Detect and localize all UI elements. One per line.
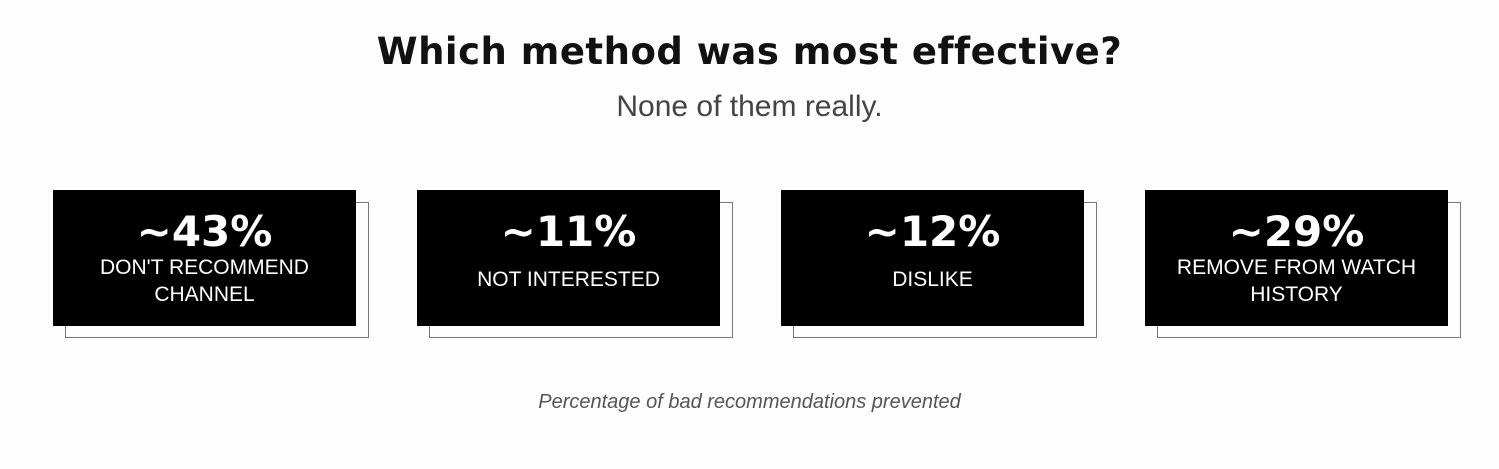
card-body: ~11% NOT INTERESTED: [417, 190, 720, 326]
slide-subtitle: None of them really.: [616, 90, 883, 123]
stat-label-line1: DISLIKE: [892, 268, 973, 291]
stat-card-remove-history: ~29% REMOVE FROM WATCH HISTORY: [1145, 190, 1461, 338]
stat-label-line1: DON'T RECOMMEND: [100, 256, 309, 279]
chart-caption: Percentage of bad recommendations preven…: [538, 391, 961, 413]
stat-label: DON'T RECOMMEND CHANNEL: [53, 254, 356, 308]
stat-card-dislike: ~12% DISLIKE: [781, 190, 1097, 338]
stat-value: ~29%: [1228, 207, 1365, 256]
stat-label: NOT INTERESTED: [417, 266, 720, 293]
stat-label-line1: NOT INTERESTED: [477, 268, 660, 291]
card-body: ~12% DISLIKE: [781, 190, 1084, 326]
card-body: ~29% REMOVE FROM WATCH HISTORY: [1145, 190, 1448, 326]
stat-label-line1: REMOVE FROM WATCH: [1176, 256, 1417, 279]
stat-label-line2: CHANNEL: [154, 283, 255, 306]
stat-value: ~43%: [136, 207, 273, 256]
stat-value: ~12%: [864, 207, 1001, 256]
stat-value: ~11%: [500, 207, 637, 256]
card-body: ~43% DON'T RECOMMEND CHANNEL: [53, 190, 356, 326]
stat-label-line2: HISTORY: [1250, 283, 1343, 306]
stat-card-dont-recommend: ~43% DON'T RECOMMEND CHANNEL: [53, 190, 369, 338]
stat-label: REMOVE FROM WATCH HISTORY: [1145, 254, 1448, 308]
slide-title: Which method was most effective?: [376, 30, 1123, 73]
stat-label: DISLIKE: [781, 266, 1084, 293]
stat-card-not-interested: ~11% NOT INTERESTED: [417, 190, 733, 338]
